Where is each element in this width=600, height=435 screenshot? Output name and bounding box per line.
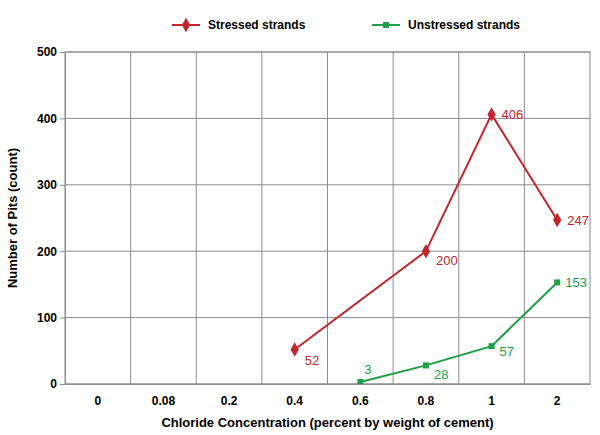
x-tick-label: 0.08 — [152, 394, 176, 408]
y-tick: 100 — [37, 311, 65, 325]
grid — [65, 52, 590, 384]
legend: Stressed strands Unstressed strands — [172, 18, 520, 32]
data-label: 406 — [502, 107, 524, 122]
x-tick-label: 0.6 — [352, 394, 369, 408]
y-tick-label: 100 — [37, 311, 57, 325]
y-tick-mark — [60, 118, 65, 119]
y-tick: 400 — [37, 112, 65, 126]
data-label: 200 — [436, 253, 458, 268]
y-tick-mark — [60, 52, 65, 53]
x-axis-title: Chloride Concentration (percent by weigh… — [161, 415, 493, 430]
x-tick: 0 — [94, 384, 101, 408]
grid-line-x — [393, 52, 394, 384]
data-label: 3 — [364, 362, 371, 377]
legend-marker — [383, 22, 389, 28]
data-label: 52 — [305, 353, 319, 368]
x-tick-label: 1 — [488, 394, 495, 408]
y-tick-label: 300 — [37, 178, 57, 192]
x-tick-label: 0.8 — [418, 394, 435, 408]
data-label: 153 — [565, 275, 587, 290]
series-marker — [553, 213, 561, 227]
x-tick-label: 0.2 — [221, 394, 238, 408]
y-axis-title: Number of Pits (count) — [5, 148, 20, 288]
legend-marker — [182, 18, 190, 32]
series-line — [295, 114, 558, 349]
data-label: 57 — [500, 344, 514, 359]
x-tick: 2 — [554, 384, 561, 408]
x-tick-label: 0 — [94, 394, 101, 408]
x-tick: 0.08 — [152, 384, 176, 408]
series-marker — [422, 244, 430, 258]
plot-frame — [65, 52, 590, 384]
y-tick-label: 500 — [37, 45, 57, 59]
y-tick: 500 — [37, 45, 65, 59]
legend-label: Stressed strands — [208, 18, 306, 32]
legend-label: Unstressed strands — [408, 18, 520, 32]
x-tick-label: 2 — [554, 394, 561, 408]
x-tick: 0.2 — [221, 384, 238, 408]
y-tick: 0 — [50, 377, 65, 391]
x-tick: 0.8 — [418, 384, 435, 408]
chart: 0 100 200 300 400 500 0 0.08 0.2 0.4 0.6 0.8 1 2 Chlor… — [0, 0, 600, 435]
series-marker — [489, 343, 495, 349]
y-tick-label: 0 — [50, 377, 57, 391]
x-tick: 0.4 — [286, 384, 303, 408]
plot-marks — [291, 107, 562, 384]
series-marker — [423, 362, 429, 368]
data-label: 247 — [567, 213, 589, 228]
grid-line-x — [327, 52, 328, 384]
series-marker — [357, 379, 363, 384]
y-tick: 300 — [37, 178, 65, 192]
y-tick-label: 200 — [37, 245, 57, 259]
x-tick: 1 — [488, 384, 495, 408]
x-axis-line — [66, 384, 591, 385]
data-labels: 52 200 406 247 3 28 57 153 — [305, 107, 589, 382]
series-marker — [487, 107, 495, 121]
y-axis: 0 100 200 300 400 500 — [37, 45, 66, 391]
series-marker — [291, 342, 299, 356]
grid-line-x — [458, 52, 459, 384]
y-tick-mark — [60, 251, 65, 252]
y-axis-line — [60, 53, 66, 385]
grid-line-x — [524, 52, 525, 384]
y-tick-mark — [60, 384, 65, 385]
grid-line-x — [196, 52, 197, 384]
series-line — [360, 282, 557, 382]
y-tick-mark — [60, 185, 65, 186]
grid-line-x — [130, 52, 131, 384]
series-marker — [554, 279, 560, 285]
data-label: 28 — [434, 367, 448, 382]
x-tick-label: 0.4 — [286, 394, 303, 408]
y-tick-label: 400 — [37, 112, 57, 126]
grid-line-x — [261, 52, 262, 384]
y-tick: 200 — [37, 245, 65, 259]
x-tick: 0.6 — [352, 384, 369, 408]
y-tick-mark — [60, 318, 65, 319]
x-axis: 0 0.08 0.2 0.4 0.6 0.8 1 2 — [66, 384, 591, 408]
